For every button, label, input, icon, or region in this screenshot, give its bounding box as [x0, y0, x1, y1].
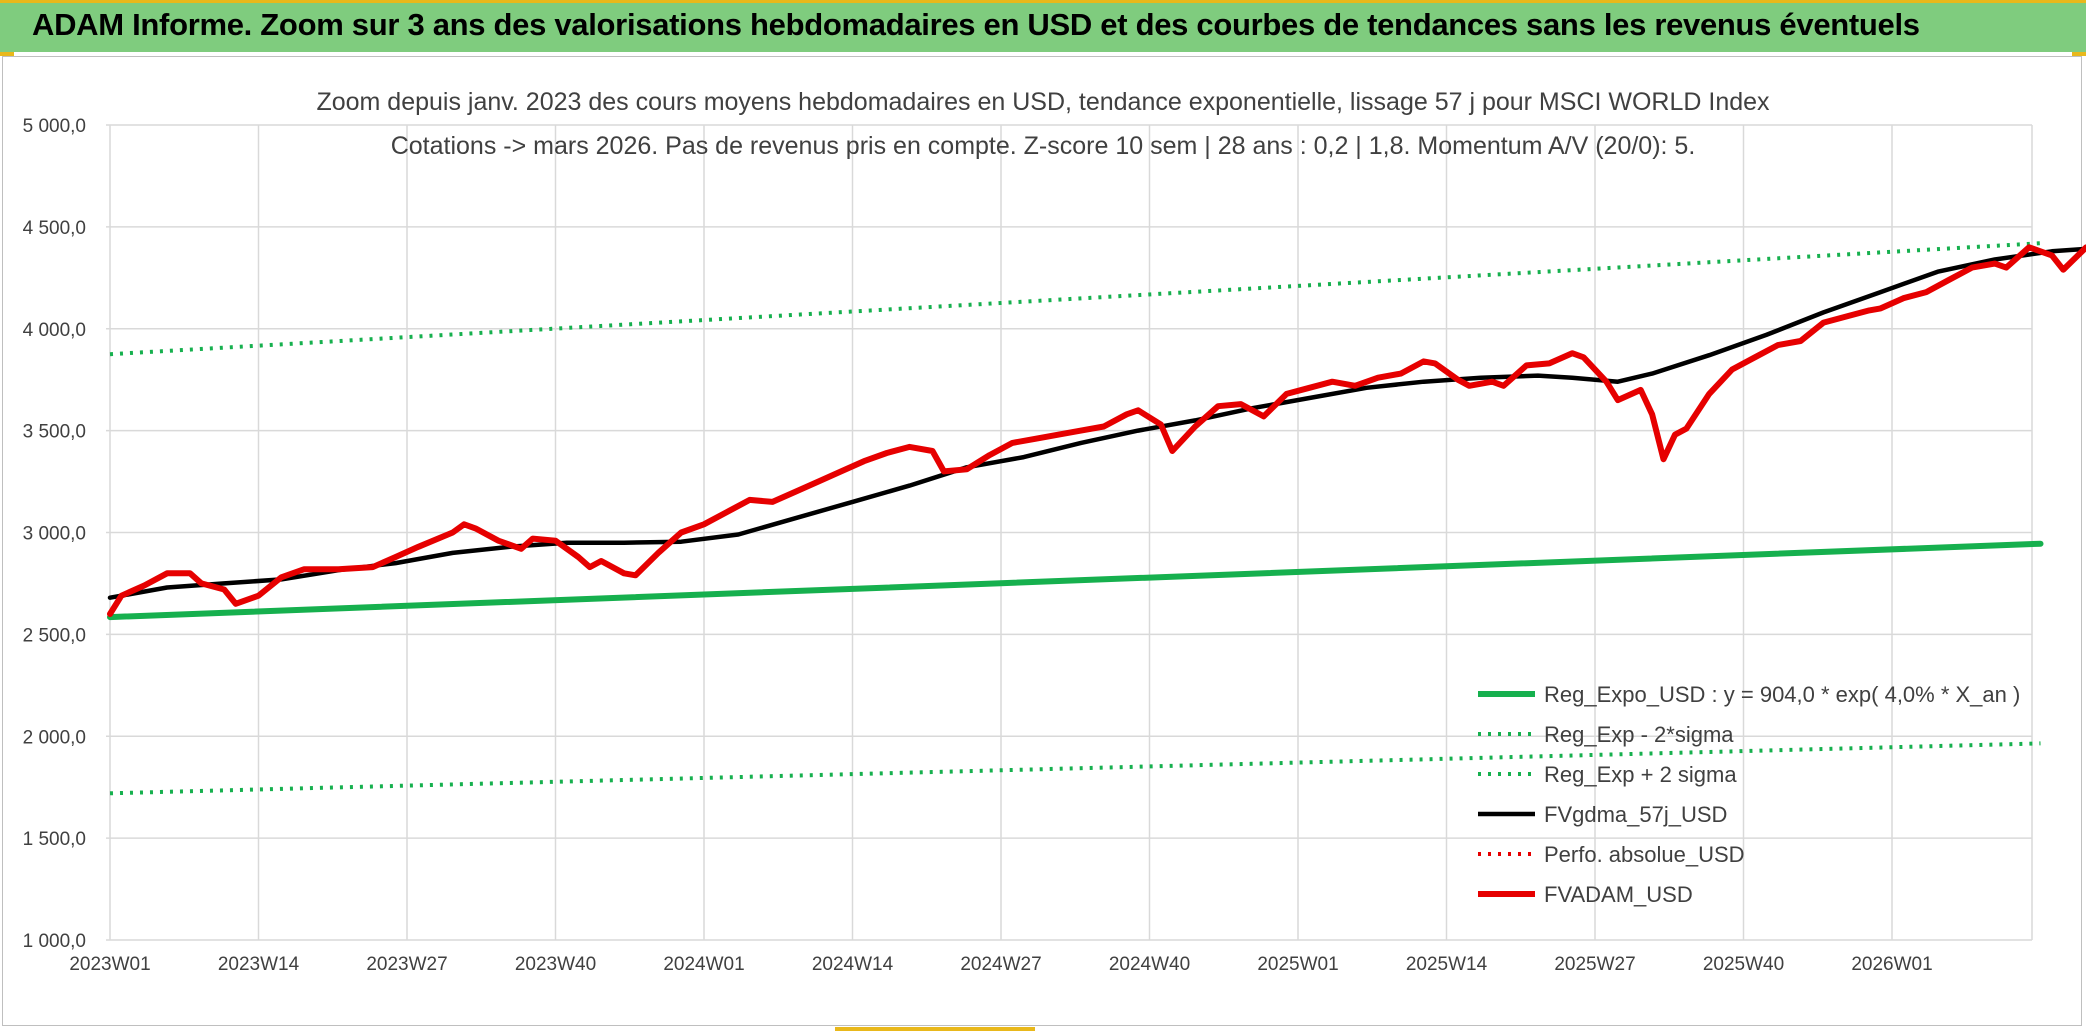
accent-bottom-bar [835, 1027, 1035, 1031]
series-reg-0-line [107, 540, 2044, 621]
y-tick-label: 5 000,0 [23, 116, 86, 137]
legend-label: FVgdma_57j_USD [1544, 802, 1727, 827]
chart-subtitle: Cotations -> mars 2026. Pas de revenus p… [391, 132, 1696, 160]
legend-label: FVADAM_USD [1544, 882, 1693, 907]
accent-corner-right [2072, 52, 2086, 56]
x-tick-label: 2023W14 [218, 954, 300, 975]
x-tick-label: 2023W01 [69, 954, 150, 975]
y-tick-label: 3 500,0 [23, 422, 86, 443]
tick-layer: 1 000,0 1 500,0 2 000,0 2 500,0 3 000,0 3 500… [23, 116, 1933, 975]
chart-frame [2, 56, 2082, 1026]
legend-label: Reg_Exp - 2*sigma [1544, 722, 1734, 747]
x-tick-label: 2026W01 [1851, 954, 1932, 975]
title-banner: ADAM Informe. Zoom sur 3 ans des valoris… [0, 0, 2086, 52]
x-tick-label: 2025W27 [1554, 954, 1635, 975]
x-tick-label: 2025W40 [1703, 954, 1784, 975]
x-tick-label: 2025W14 [1406, 954, 1488, 975]
y-tick-label: 2 500,0 [23, 625, 86, 646]
series-reg-2-line [109, 241, 2041, 357]
x-tick-label: 2024W14 [812, 954, 894, 975]
x-tick-label: 2024W01 [663, 954, 744, 975]
y-tick-label: 4 500,0 [23, 218, 86, 239]
series-fvadam-5-line [107, 244, 2086, 617]
banner-title: ADAM Informe. Zoom sur 3 ans des valoris… [32, 7, 1920, 42]
y-tick-label: 4 000,0 [23, 320, 86, 341]
grid-layer [106, 124, 2033, 941]
legend-label: Reg_Exp + 2 sigma [1544, 762, 1737, 787]
y-tick-label: 2 000,0 [23, 727, 86, 748]
series-reg-1-line [109, 741, 2041, 796]
series-layer [107, 241, 2086, 796]
x-tick-label: 2024W40 [1109, 954, 1190, 975]
x-tick-label: 2025W01 [1257, 954, 1338, 975]
x-tick-label: 2024W27 [960, 954, 1041, 975]
x-tick-label: 2023W40 [515, 954, 596, 975]
subtitle-background [320, 77, 1765, 165]
legend: Reg_Expo_USD : y = 904,0 * exp( 4,0% * X… [1478, 682, 2020, 907]
x-tick-label: 2023W27 [366, 954, 447, 975]
y-tick-label: 3 000,0 [23, 524, 86, 545]
legend-label: Perfo. absolue_USD [1544, 842, 1745, 867]
accent-corner-left [0, 52, 14, 56]
legend-label: Reg_Expo_USD : y = 904,0 * exp( 4,0% * X… [1544, 682, 2020, 707]
y-tick-label: 1 000,0 [23, 931, 86, 952]
y-tick-label: 1 500,0 [23, 829, 86, 850]
chart-title: Zoom depuis janv. 2023 des cours moyens … [316, 88, 1770, 116]
